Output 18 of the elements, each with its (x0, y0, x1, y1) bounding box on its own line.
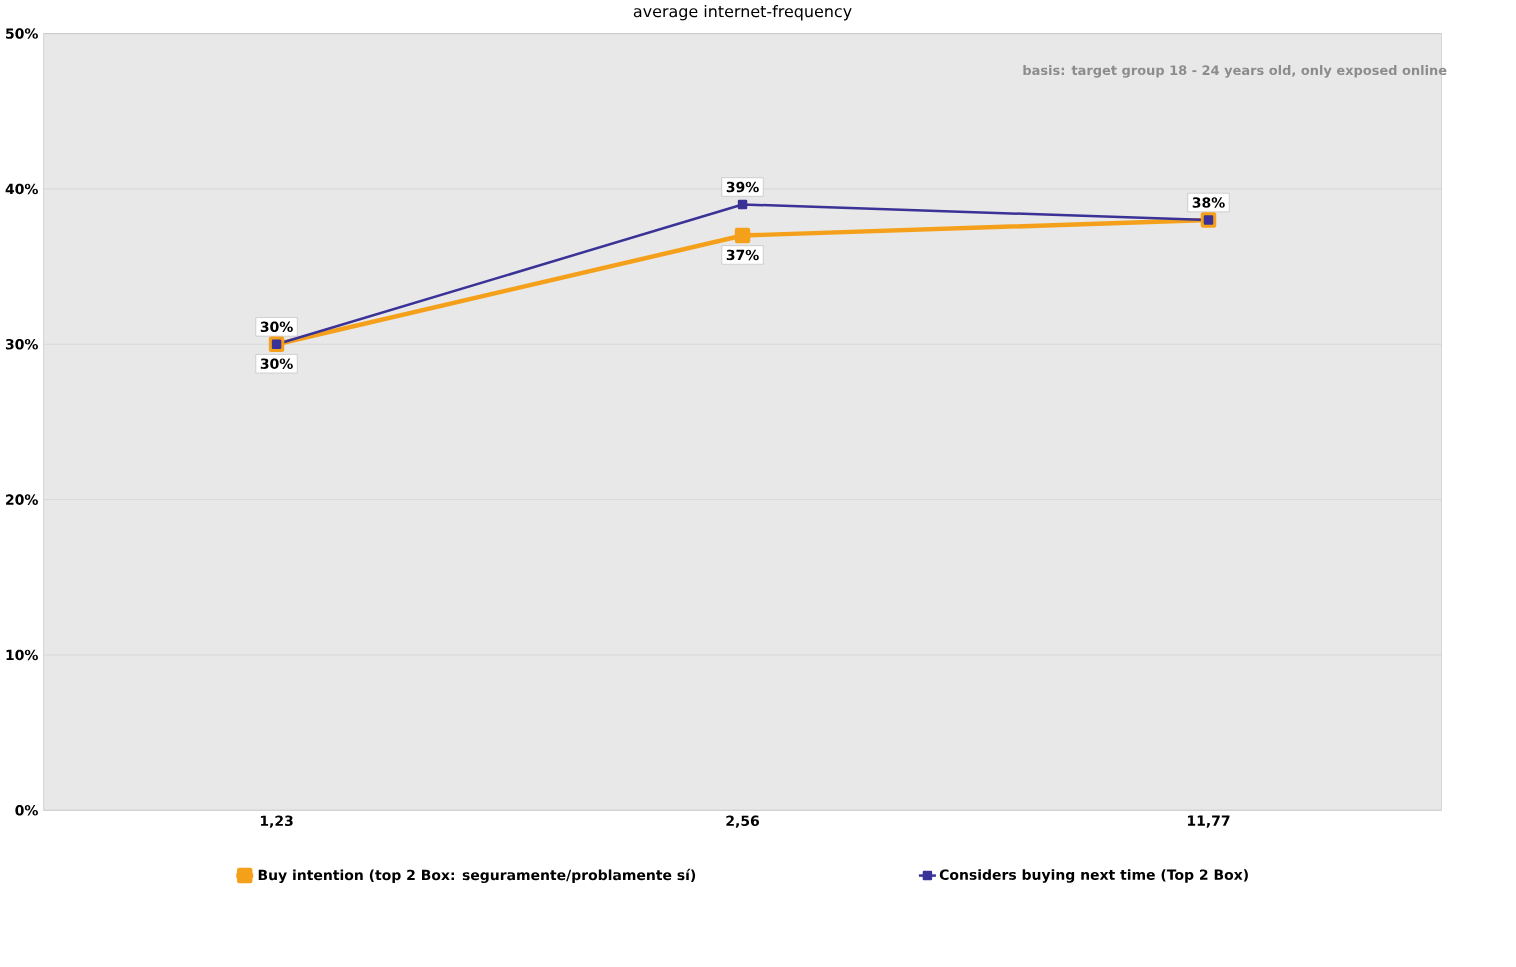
y-tick-label: 40% (5, 183, 38, 195)
data-label: 30% (260, 321, 293, 333)
chart-title: average internet-frequency (633, 4, 852, 21)
y-tick-label: 20% (6, 494, 38, 505)
y-tick-label: 0% (15, 804, 38, 816)
y-tick-label: 50% (6, 28, 38, 39)
x-tick-label: 11,77 (1188, 815, 1230, 828)
y-tick-label: 30% (5, 338, 38, 350)
annotation: basis: target group 18 - 24 years old, only exposed online (1023, 64, 1447, 78)
legend-label: Buy intention (top 2 Box: seguramente/problamente sí) (258, 868, 696, 883)
x-tick-label: 1,23 (260, 815, 293, 828)
y-tick-label: 10% (6, 649, 38, 661)
legend-label: Considers buying next time (Top 2 Box) (939, 869, 1248, 883)
data-label: 30% (260, 358, 293, 369)
data-label: 39% (726, 181, 759, 193)
x-tick-label: 2,56 (726, 815, 760, 828)
data-label: 37% (726, 249, 759, 261)
data-label: 38% (1192, 197, 1225, 208)
